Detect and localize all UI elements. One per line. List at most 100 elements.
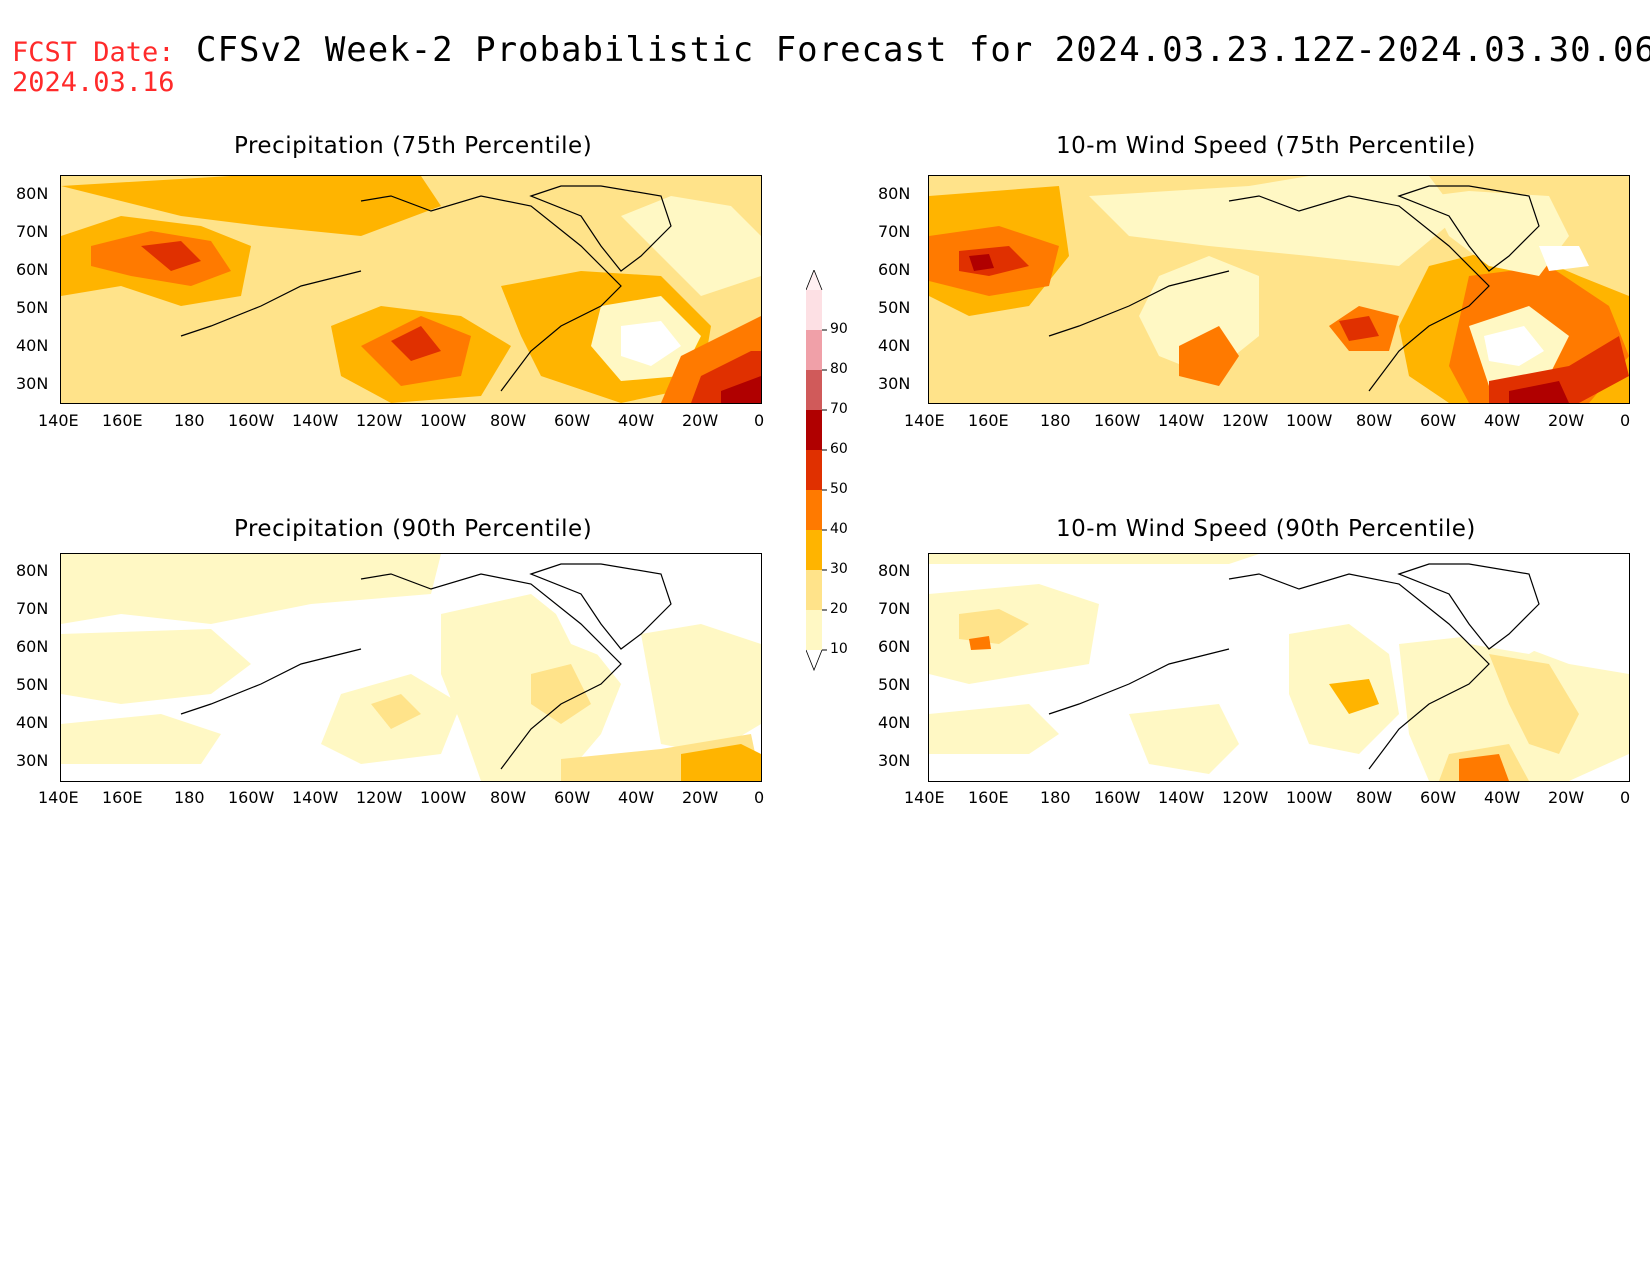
lon-tick: 160W bbox=[228, 788, 275, 807]
lat-tick: 50N bbox=[878, 298, 911, 317]
colorbar-label: 60 bbox=[830, 441, 848, 457]
lon-tick: 160E bbox=[102, 788, 143, 807]
lat-tick: 40N bbox=[878, 336, 911, 355]
map-precip-75-field bbox=[61, 176, 761, 403]
lon-tick: 120W bbox=[356, 411, 403, 430]
lat-tick: 40N bbox=[16, 713, 49, 732]
colorbar-swatch bbox=[806, 290, 822, 330]
lon-tick: 140W bbox=[292, 411, 339, 430]
lat-tick: 60N bbox=[16, 637, 49, 656]
map-wind-75 bbox=[928, 175, 1630, 404]
lon-ticks-precip-75: 140E 160E 180 160W 140W 120W 100W 80W 60… bbox=[38, 411, 782, 431]
lon-ticks-precip-90: 140E 160E 180 160W 140W 120W 100W 80W 60… bbox=[38, 788, 782, 808]
lat-tick: 50N bbox=[16, 675, 49, 694]
lon-tick: 60W bbox=[1420, 788, 1457, 807]
map-wind-75-field bbox=[929, 176, 1629, 403]
lat-tick: 30N bbox=[16, 751, 49, 770]
lon-tick: 20W bbox=[682, 411, 719, 430]
lon-tick: 100W bbox=[1286, 411, 1333, 430]
panel-title-precip-75: Precipitation (75th Percentile) bbox=[234, 133, 593, 159]
colorbar: 10 20 30 40 50 60 70 80 90 bbox=[805, 268, 866, 690]
lon-tick: 60W bbox=[1420, 411, 1457, 430]
lat-tick: 50N bbox=[16, 298, 49, 317]
lon-tick: 80W bbox=[1356, 788, 1393, 807]
lon-tick: 100W bbox=[420, 411, 467, 430]
lat-tick: 80N bbox=[878, 184, 911, 203]
colorbar-swatch bbox=[806, 330, 822, 370]
lon-tick: 140E bbox=[904, 411, 945, 430]
lat-tick: 70N bbox=[16, 222, 49, 241]
lat-tick: 70N bbox=[16, 599, 49, 618]
lon-tick: 40W bbox=[1484, 411, 1521, 430]
lon-tick: 40W bbox=[618, 411, 655, 430]
lon-tick: 160W bbox=[1094, 411, 1141, 430]
colorbar-swatch bbox=[806, 610, 822, 650]
lon-tick: 100W bbox=[1286, 788, 1333, 807]
colorbar-swatch bbox=[806, 450, 822, 490]
lon-tick: 160E bbox=[102, 411, 143, 430]
lon-tick: 80W bbox=[490, 411, 527, 430]
lon-tick: 0 bbox=[1620, 788, 1631, 807]
lon-tick: 180 bbox=[174, 788, 205, 807]
panel-title-precip-90: Precipitation (90th Percentile) bbox=[234, 516, 593, 542]
lat-tick: 40N bbox=[16, 336, 49, 355]
map-precip-75 bbox=[60, 175, 762, 404]
colorbar-swatch bbox=[806, 570, 822, 610]
lon-tick: 20W bbox=[1548, 788, 1585, 807]
lon-tick: 80W bbox=[490, 788, 527, 807]
lon-tick: 120W bbox=[1222, 788, 1269, 807]
lon-tick: 120W bbox=[356, 788, 403, 807]
map-wind-90-field bbox=[929, 554, 1629, 781]
colorbar-label: 50 bbox=[830, 481, 848, 497]
colorbar-label: 70 bbox=[830, 401, 848, 417]
colorbar-top-extension bbox=[805, 268, 823, 291]
map-wind-90 bbox=[928, 553, 1630, 782]
lon-tick: 60W bbox=[554, 411, 591, 430]
colorbar-swatch bbox=[806, 370, 822, 410]
lat-tick: 30N bbox=[878, 374, 911, 393]
lat-tick: 50N bbox=[878, 675, 911, 694]
lon-tick: 0 bbox=[754, 788, 765, 807]
lon-tick: 40W bbox=[1484, 788, 1521, 807]
colorbar-label: 80 bbox=[830, 361, 848, 377]
panel-title-wind-75: 10-m Wind Speed (75th Percentile) bbox=[1056, 133, 1476, 159]
colorbar-label: 20 bbox=[830, 601, 848, 617]
lon-tick: 140W bbox=[292, 788, 339, 807]
forecast-date-caption: FCST Date: bbox=[12, 37, 175, 68]
colorbar-label: 90 bbox=[830, 321, 848, 337]
lon-tick: 100W bbox=[420, 788, 467, 807]
colorbar-label: 10 bbox=[830, 641, 848, 657]
lat-tick: 30N bbox=[878, 751, 911, 770]
lat-tick: 30N bbox=[16, 374, 49, 393]
forecast-date-value: 2024.03.16 bbox=[12, 67, 175, 98]
lon-tick: 160E bbox=[968, 411, 1009, 430]
lon-tick: 0 bbox=[754, 411, 765, 430]
forecast-date-label: FCST Date: 2024.03.16 bbox=[12, 38, 175, 98]
lat-tick: 60N bbox=[878, 637, 911, 656]
lon-tick: 160E bbox=[968, 788, 1009, 807]
lon-tick: 0 bbox=[1620, 411, 1631, 430]
lat-tick: 60N bbox=[16, 260, 49, 279]
lat-tick: 80N bbox=[16, 184, 49, 203]
lon-tick: 120W bbox=[1222, 411, 1269, 430]
colorbar-swatch bbox=[806, 410, 822, 450]
lon-tick: 140E bbox=[38, 788, 79, 807]
lon-tick: 180 bbox=[1040, 411, 1071, 430]
colorbar-swatches bbox=[805, 268, 827, 672]
lon-tick: 40W bbox=[618, 788, 655, 807]
lon-tick: 140E bbox=[38, 411, 79, 430]
colorbar-swatch bbox=[806, 490, 822, 530]
lat-tick: 70N bbox=[878, 222, 911, 241]
colorbar-label: 30 bbox=[830, 561, 848, 577]
panel-title-wind-90: 10-m Wind Speed (90th Percentile) bbox=[1056, 516, 1476, 542]
lat-tick: 60N bbox=[878, 260, 911, 279]
lon-tick: 180 bbox=[1040, 788, 1071, 807]
lon-tick: 160W bbox=[1094, 788, 1141, 807]
lon-tick: 20W bbox=[1548, 411, 1585, 430]
map-precip-90 bbox=[60, 553, 762, 782]
lon-ticks-wind-75: 140E 160E 180 160W 140W 120W 100W 80W 60… bbox=[904, 411, 1648, 431]
lon-tick: 60W bbox=[554, 788, 591, 807]
lat-tick: 80N bbox=[16, 561, 49, 580]
colorbar-label: 40 bbox=[830, 521, 848, 537]
page-title: CFSv2 Week-2 Probabilistic Forecast for … bbox=[196, 30, 1650, 70]
